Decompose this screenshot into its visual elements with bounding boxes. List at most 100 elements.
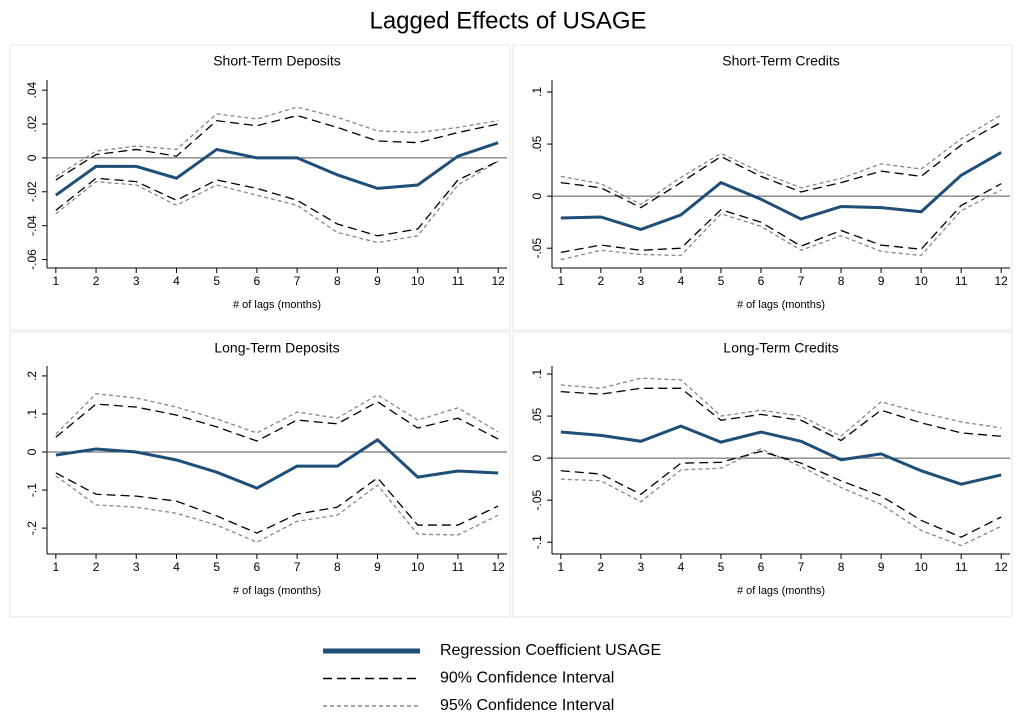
series-line bbox=[560, 424, 1002, 486]
series-line bbox=[55, 393, 499, 435]
x-tick-label: 6 bbox=[254, 274, 261, 288]
panel-border bbox=[9, 331, 511, 618]
series-line bbox=[560, 377, 1002, 438]
y-tick-label: -.05 bbox=[530, 490, 544, 511]
x-tick-label: 4 bbox=[678, 560, 685, 574]
y-tick-label: -.2 bbox=[25, 521, 39, 535]
x-tick-label: 3 bbox=[133, 560, 140, 574]
y-tick-label: .1 bbox=[530, 87, 544, 97]
y-tick-label: .05 bbox=[530, 407, 544, 424]
x-tick-label: 8 bbox=[838, 274, 845, 288]
x-tick-label: 9 bbox=[878, 560, 885, 574]
x-tick-label: 5 bbox=[213, 560, 220, 574]
series-line bbox=[560, 114, 1002, 206]
x-tick-label: 8 bbox=[334, 274, 341, 288]
series-line bbox=[55, 475, 499, 543]
x-tick-label: 10 bbox=[914, 560, 928, 574]
series-line bbox=[55, 106, 499, 178]
x-tick-label: 1 bbox=[53, 560, 60, 574]
x-axis-label: # of lags (months) bbox=[737, 585, 825, 597]
x-tick-label: 5 bbox=[718, 274, 725, 288]
x-tick-label: 7 bbox=[294, 560, 301, 574]
y-tick-label: 0 bbox=[530, 192, 544, 199]
x-tick-label: 2 bbox=[597, 560, 604, 574]
panel-border bbox=[9, 44, 511, 331]
x-tick-label: 1 bbox=[557, 560, 564, 574]
x-tick-label: 10 bbox=[411, 274, 425, 288]
x-tick-label: 4 bbox=[173, 560, 180, 574]
x-tick-label: 10 bbox=[411, 560, 425, 574]
y-tick-label: .2 bbox=[25, 371, 39, 381]
y-tick-label: 0 bbox=[530, 454, 544, 461]
x-tick-label: 3 bbox=[638, 560, 645, 574]
x-tick-label: 7 bbox=[798, 560, 805, 574]
y-tick-label: .02 bbox=[25, 115, 39, 132]
x-tick-label: 11 bbox=[452, 274, 465, 288]
x-tick-label: 8 bbox=[838, 560, 845, 574]
x-axis-label: # of lags (months) bbox=[737, 299, 825, 311]
series-line bbox=[55, 472, 499, 534]
x-tick-label: 12 bbox=[491, 560, 505, 574]
x-axis-label: # of lags (months) bbox=[233, 299, 321, 311]
x-tick-label: 12 bbox=[995, 274, 1009, 288]
y-tick-label: .04 bbox=[25, 81, 39, 98]
series-line bbox=[560, 183, 1002, 254]
x-tick-label: 5 bbox=[213, 274, 220, 288]
y-tick-label: .1 bbox=[25, 409, 39, 419]
series-line bbox=[55, 160, 499, 237]
x-tick-label: 2 bbox=[93, 274, 100, 288]
x-tick-label: 2 bbox=[597, 274, 604, 288]
y-tick-label: .05 bbox=[530, 135, 544, 152]
series-line bbox=[55, 437, 499, 490]
panel-title: Short-Term Credits bbox=[722, 53, 839, 69]
x-tick-label: 7 bbox=[798, 274, 805, 288]
series-line bbox=[560, 387, 1002, 442]
x-axis-label: # of lags (months) bbox=[233, 585, 321, 597]
panel-border bbox=[512, 331, 1013, 618]
y-tick-label: -.1 bbox=[530, 535, 544, 549]
x-tick-label: 12 bbox=[491, 274, 505, 288]
x-tick-label: 11 bbox=[955, 274, 968, 288]
x-tick-label: 6 bbox=[758, 560, 765, 574]
x-tick-label: 10 bbox=[914, 274, 928, 288]
x-tick-label: 4 bbox=[173, 274, 180, 288]
panel-title: Short-Term Deposits bbox=[213, 53, 341, 69]
x-tick-label: 11 bbox=[452, 560, 465, 574]
legend-label: 90% Confidence Interval bbox=[440, 670, 614, 687]
figure-title: Lagged Effects of USAGE bbox=[369, 7, 646, 34]
y-tick-label: -.04 bbox=[25, 215, 39, 236]
y-tick-label: -.02 bbox=[25, 181, 39, 202]
y-tick-label: -.05 bbox=[530, 238, 544, 259]
y-tick-label: 0 bbox=[25, 154, 39, 161]
x-tick-label: 9 bbox=[878, 274, 885, 288]
x-tick-label: 4 bbox=[678, 274, 685, 288]
x-tick-label: 8 bbox=[334, 560, 341, 574]
x-tick-label: 9 bbox=[374, 274, 381, 288]
x-tick-label: 6 bbox=[254, 560, 261, 574]
series-line bbox=[560, 450, 1002, 538]
panel-title: Long-Term Credits bbox=[723, 340, 838, 356]
series-line bbox=[560, 448, 1002, 547]
x-tick-label: 3 bbox=[638, 274, 645, 288]
x-tick-label: 5 bbox=[718, 560, 725, 574]
y-tick-label: -.1 bbox=[25, 483, 39, 497]
series-line bbox=[54, 141, 499, 197]
x-tick-label: 12 bbox=[995, 560, 1009, 574]
x-tick-label: 1 bbox=[53, 274, 60, 288]
series-line bbox=[55, 401, 499, 442]
x-tick-label: 9 bbox=[374, 560, 381, 574]
x-tick-label: 7 bbox=[294, 274, 301, 288]
y-tick-label: 0 bbox=[25, 448, 39, 455]
series-line bbox=[560, 151, 1002, 232]
series-line bbox=[55, 160, 499, 244]
x-tick-label: 3 bbox=[133, 274, 140, 288]
x-tick-label: 2 bbox=[93, 560, 100, 574]
x-tick-label: 6 bbox=[758, 274, 765, 288]
series-line bbox=[55, 114, 499, 181]
legend-label: 95% Confidence Interval bbox=[440, 697, 614, 714]
y-tick-label: .1 bbox=[530, 369, 544, 379]
panel-title: Long-Term Deposits bbox=[214, 340, 339, 356]
panel-border bbox=[512, 44, 1013, 331]
y-tick-label: -.06 bbox=[25, 249, 39, 270]
